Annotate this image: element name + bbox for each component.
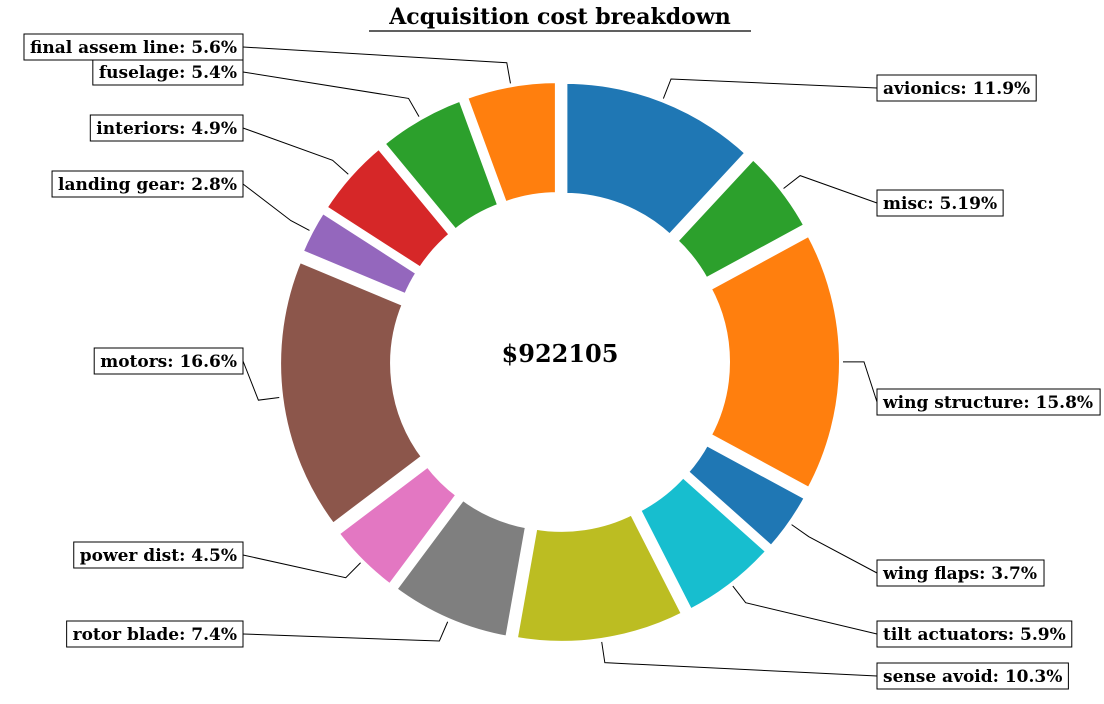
label-box bbox=[876, 620, 1073, 648]
slice-sense-avoid bbox=[511, 507, 689, 647]
label-box bbox=[92, 58, 244, 86]
slice-label-sense-avoid: sense avoid: 10.3% bbox=[876, 662, 1069, 690]
slice-motors bbox=[275, 255, 429, 531]
label-text: fuselage: 5.4% bbox=[99, 63, 237, 83]
slice-interiors bbox=[319, 141, 457, 275]
slice-label-fuselage: fuselage: 5.4% bbox=[92, 58, 244, 86]
leader-line-avionics bbox=[662, 78, 878, 99]
label-text: landing gear: 2.8% bbox=[58, 175, 237, 195]
label-box bbox=[876, 189, 1004, 217]
leader-line-sense-avoid bbox=[601, 641, 878, 677]
slice-tilt-actuators bbox=[633, 470, 774, 617]
slice-label-power-dist: power dist: 4.5% bbox=[73, 541, 244, 569]
slice-final-assem-line bbox=[460, 77, 561, 209]
label-box bbox=[66, 620, 244, 648]
label-text: tilt actuators: 5.9% bbox=[883, 625, 1066, 645]
slice-label-rotor-blade: rotor blade: 7.4% bbox=[66, 620, 244, 648]
leader-line-misc bbox=[783, 175, 878, 204]
leader-line-power-dist bbox=[242, 554, 361, 579]
leader-line-wing-flaps bbox=[791, 524, 878, 574]
label-text: interiors: 4.9% bbox=[96, 119, 237, 139]
slice-label-motors: motors: 16.6% bbox=[93, 347, 244, 375]
slice-label-tilt-actuators: tilt actuators: 5.9% bbox=[876, 620, 1073, 648]
slice-label-avionics: avionics: 11.9% bbox=[876, 74, 1037, 102]
label-text: misc: 5.19% bbox=[883, 194, 997, 214]
leader-line-fuselage bbox=[242, 71, 420, 117]
slice-fuselage bbox=[377, 94, 505, 237]
slice-label-misc: misc: 5.19% bbox=[876, 189, 1004, 217]
center-total-label: $922105 bbox=[502, 339, 619, 368]
label-text: rotor blade: 7.4% bbox=[73, 625, 237, 645]
label-text: sense avoid: 10.3% bbox=[883, 667, 1062, 687]
label-box bbox=[876, 662, 1069, 690]
leader-line-motors bbox=[242, 360, 280, 401]
slice-avionics bbox=[561, 77, 753, 242]
label-box bbox=[876, 74, 1037, 102]
label-text: motors: 16.6% bbox=[100, 352, 237, 372]
slice-misc bbox=[670, 152, 811, 285]
slice-rotor-blade bbox=[389, 493, 532, 643]
label-text: final assem line: 5.6% bbox=[30, 38, 237, 58]
label-box bbox=[876, 388, 1101, 416]
label-box bbox=[51, 170, 244, 198]
leader-line-landing-gear bbox=[242, 183, 310, 231]
label-box bbox=[89, 114, 244, 142]
slice-label-landing-gear: landing gear: 2.8% bbox=[51, 170, 244, 198]
label-box bbox=[23, 33, 244, 61]
slice-wing-flaps bbox=[681, 438, 812, 553]
slice-label-final-assem-line: final assem line: 5.6% bbox=[23, 33, 244, 61]
leader-line-wing-structure bbox=[842, 361, 878, 403]
leader-line-rotor-blade bbox=[242, 621, 449, 642]
label-text: avionics: 11.9% bbox=[883, 79, 1030, 99]
leader-line-final-assem-line bbox=[242, 46, 511, 84]
label-box bbox=[73, 541, 244, 569]
chart-title: Acquisition cost breakdown bbox=[388, 4, 731, 30]
label-box bbox=[876, 559, 1045, 587]
leader-line-interiors bbox=[242, 127, 349, 175]
label-text: wing structure: 15.8% bbox=[882, 393, 1093, 413]
slice-label-interiors: interiors: 4.9% bbox=[89, 114, 244, 142]
leader-line-tilt-actuators bbox=[732, 585, 878, 635]
slices-layer bbox=[275, 77, 845, 647]
slice-label-wing-flaps: wing flaps: 3.7% bbox=[876, 559, 1045, 587]
label-box bbox=[93, 347, 244, 375]
label-text: power dist: 4.5% bbox=[80, 546, 237, 566]
labels-layer: avionics: 11.9% misc: 5.19% wing structure… bbox=[23, 33, 1101, 690]
slice-wing-structure bbox=[704, 229, 845, 495]
slice-label-wing-structure: wing structure: 15.8% bbox=[876, 388, 1101, 416]
label-text: wing flaps: 3.7% bbox=[882, 564, 1037, 584]
slice-power-dist bbox=[331, 459, 464, 592]
